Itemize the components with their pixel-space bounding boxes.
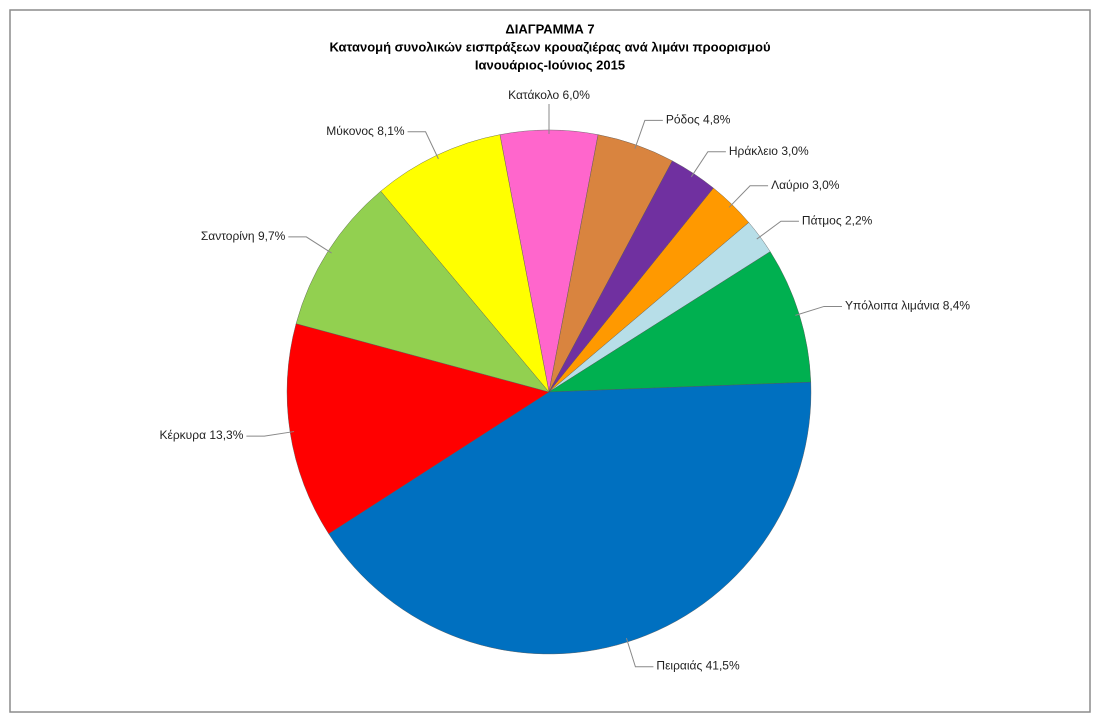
label-value: 13,3% [209, 428, 243, 442]
data-label: Πειραιάς 41,5% [656, 659, 740, 673]
label-category: Κατάκολο [508, 88, 559, 102]
leader-line [288, 236, 332, 254]
label-category: Λαύριο [771, 178, 809, 192]
leader-line [634, 119, 663, 149]
label-value: 8,1% [377, 124, 405, 138]
label-category: Ηράκλειο [729, 144, 778, 158]
chart-title: Ιανουάριος-Ιούνιος 2015 [475, 57, 625, 72]
leader-line [756, 220, 799, 240]
leader-line [795, 305, 843, 316]
label-value: 2,2% [845, 213, 873, 227]
chart-title: ΔΙΑΓΡΑΜΜΑ 7 [505, 21, 594, 36]
data-label: Μύκονος 8,1% [326, 124, 405, 138]
data-label: Σαντορίνη 9,7% [201, 229, 286, 243]
label-value: 6,0% [563, 88, 591, 102]
label-category: Μύκονος [326, 124, 374, 138]
label-category: Υπόλοιπα λιμάνια [845, 299, 939, 313]
label-value: 3,0% [781, 144, 809, 158]
label-value: 9,7% [258, 229, 286, 243]
label-category: Πειραιάς [656, 659, 702, 673]
data-label: Ηράκλειο 3,0% [729, 144, 809, 158]
label-category: Πάτμος [802, 213, 842, 227]
label-category: Κέρκυρα [160, 428, 207, 442]
label-value: 4,8% [703, 113, 731, 127]
leader-line [246, 431, 295, 437]
label-value: 3,0% [812, 178, 840, 192]
data-label: Κέρκυρα 13,3% [160, 428, 244, 442]
data-label: Κατάκολο 6,0% [508, 88, 590, 102]
leader-line [728, 185, 769, 208]
leader-line [407, 131, 439, 160]
chart-title: Κατανομή συνολικών εισπράξεων κρουαζιέρα… [329, 39, 770, 54]
leader-line [690, 151, 726, 178]
label-category: Ρόδος [666, 113, 700, 127]
data-label: Πάτμος 2,2% [802, 213, 873, 227]
data-label: Λαύριο 3,0% [771, 178, 840, 192]
label-value: 41,5% [706, 659, 740, 673]
label-value: 8,4% [943, 299, 971, 313]
label-category: Σαντορίνη [201, 229, 255, 243]
data-label: Υπόλοιπα λιμάνια 8,4% [845, 299, 970, 313]
data-label: Ρόδος 4,8% [666, 113, 731, 127]
leader-line [625, 637, 654, 668]
